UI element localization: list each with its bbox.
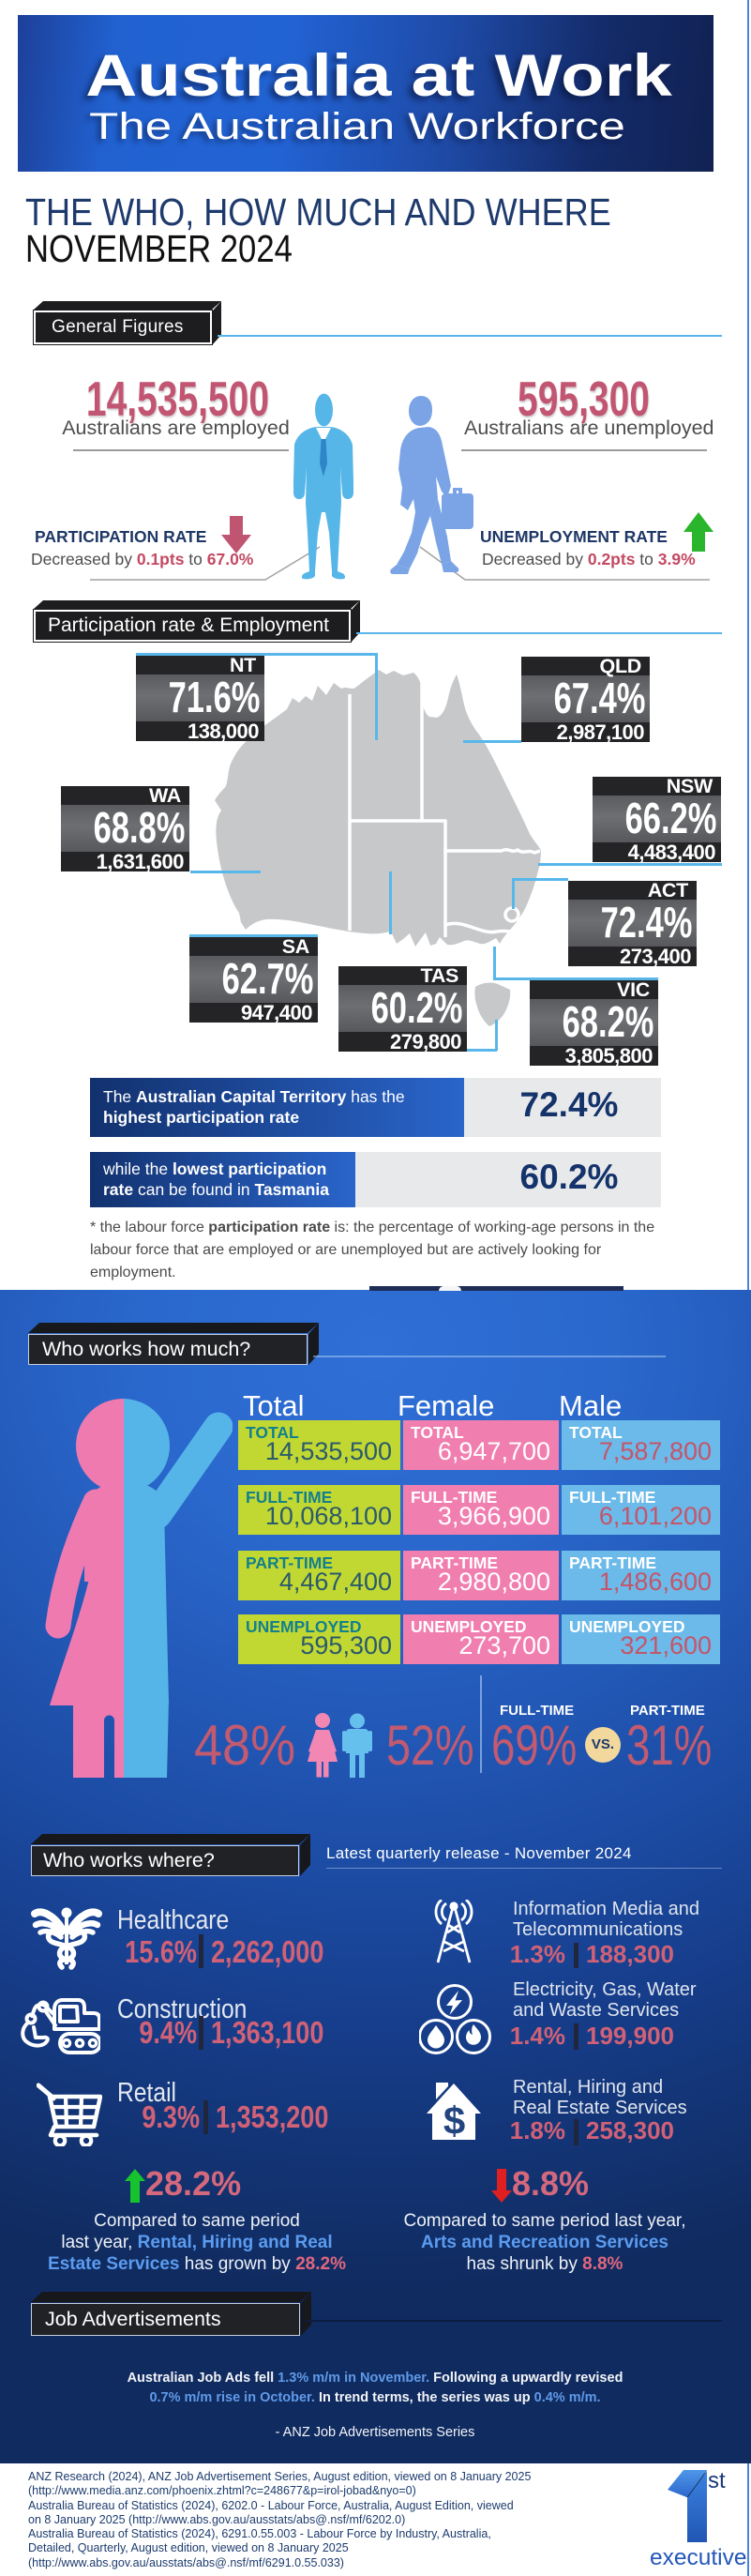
svg-text:$: $ xyxy=(443,2099,465,2142)
svg-text:st: st xyxy=(708,2468,726,2493)
svg-text:executive: executive xyxy=(650,2545,747,2570)
